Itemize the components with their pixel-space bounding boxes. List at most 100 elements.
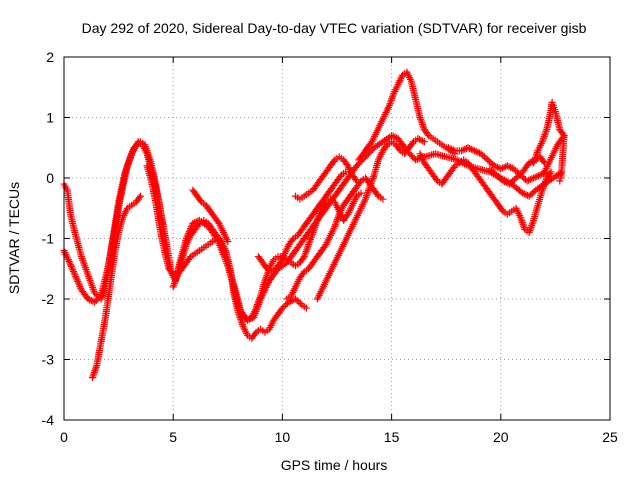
data-point	[331, 222, 339, 230]
data-point	[524, 191, 532, 199]
data-point	[254, 299, 262, 307]
data-point	[251, 330, 259, 338]
data-point	[557, 174, 565, 182]
data-point	[308, 230, 316, 238]
data-point	[67, 262, 75, 270]
data-point	[238, 320, 246, 328]
data-point	[90, 370, 98, 378]
data-point	[408, 139, 416, 147]
data-point	[417, 117, 425, 125]
data-point	[467, 145, 475, 153]
data-point	[506, 180, 514, 188]
data-point	[414, 135, 422, 143]
data-point	[418, 119, 426, 127]
data-point	[91, 298, 99, 306]
data-point	[315, 213, 323, 221]
data-point	[197, 197, 204, 205]
data-point	[69, 267, 77, 275]
data-point	[363, 192, 371, 200]
x-axis-label: GPS time / hours	[281, 457, 388, 473]
data-point	[530, 157, 538, 165]
data-point	[525, 192, 533, 200]
data-point	[450, 163, 458, 171]
data-point	[306, 237, 314, 245]
data-point	[542, 176, 550, 184]
data-point	[169, 283, 177, 291]
data-point	[531, 173, 539, 181]
data-point	[64, 256, 72, 264]
data-point	[541, 129, 549, 137]
data-point	[71, 271, 79, 279]
data-point	[84, 295, 92, 303]
data-point	[526, 225, 534, 233]
x-tick-label: 15	[384, 429, 400, 445]
data-point	[132, 142, 140, 150]
data-point	[518, 219, 526, 227]
data-point	[503, 162, 511, 170]
data-point	[172, 274, 180, 282]
data-point	[531, 155, 539, 163]
data-point	[92, 297, 100, 305]
data-point	[353, 177, 361, 185]
series-track-b	[60, 138, 166, 306]
data-point	[530, 174, 538, 182]
data-point	[498, 164, 506, 172]
data-point	[540, 183, 548, 191]
data-point	[457, 147, 465, 155]
data-point	[261, 277, 269, 285]
data-point	[307, 234, 315, 242]
y-tick-label: -4	[42, 412, 55, 428]
data-point	[89, 372, 97, 380]
x-tick-label: 0	[60, 429, 68, 445]
data-point	[487, 159, 495, 167]
data-point	[533, 172, 541, 180]
data-point	[387, 98, 395, 106]
data-point	[539, 136, 547, 144]
data-point	[302, 304, 310, 312]
data-point	[530, 159, 538, 167]
data-point	[389, 93, 397, 101]
data-point	[352, 176, 360, 184]
data-point	[262, 273, 270, 281]
data-point	[315, 211, 323, 219]
data-point	[74, 278, 82, 286]
data-point	[482, 154, 490, 162]
data-point	[296, 300, 304, 308]
data-point	[70, 269, 78, 277]
data-point	[293, 297, 301, 305]
data-point	[492, 171, 500, 179]
data-point	[546, 169, 554, 177]
data-point	[255, 297, 263, 305]
data-point	[418, 120, 426, 128]
data-point	[469, 146, 477, 154]
data-point	[419, 137, 427, 145]
data-point	[366, 181, 374, 189]
data-point	[461, 145, 469, 153]
data-point	[541, 177, 549, 185]
data-point	[94, 295, 102, 303]
series-track-e	[169, 189, 365, 324]
data-point	[262, 275, 270, 283]
data-point	[444, 144, 452, 152]
series-track-c	[88, 192, 144, 382]
data-point	[415, 135, 423, 143]
data-point	[501, 178, 509, 186]
series-track-g	[254, 168, 350, 276]
data-point	[305, 239, 313, 247]
data-point	[237, 317, 245, 325]
data-point	[365, 185, 373, 193]
data-point	[528, 220, 536, 228]
data-point	[388, 132, 396, 140]
data-point	[75, 281, 83, 289]
data-point	[466, 145, 474, 153]
data-point	[538, 138, 546, 146]
data-point	[73, 276, 81, 284]
data-point	[490, 162, 498, 170]
data-point	[525, 228, 533, 236]
x-tick-label: 20	[493, 429, 509, 445]
data-point	[331, 221, 339, 229]
data-point	[528, 189, 536, 197]
data-point	[301, 251, 309, 259]
data-point	[363, 190, 371, 198]
data-point	[173, 273, 181, 281]
